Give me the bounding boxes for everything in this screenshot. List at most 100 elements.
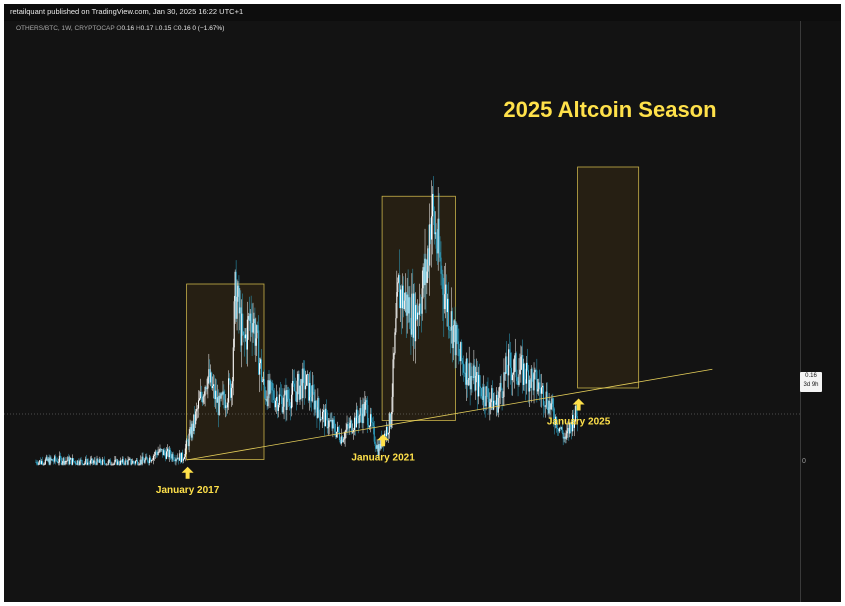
candle[interactable] xyxy=(90,455,92,464)
candle[interactable] xyxy=(454,306,456,369)
candle[interactable] xyxy=(187,438,189,450)
candle[interactable] xyxy=(238,275,240,334)
candle[interactable] xyxy=(246,301,248,367)
candle[interactable] xyxy=(330,412,332,423)
candle[interactable] xyxy=(38,461,40,466)
candle[interactable] xyxy=(524,362,526,392)
candle[interactable] xyxy=(173,456,175,462)
candle[interactable] xyxy=(57,458,60,466)
candle[interactable] xyxy=(198,390,201,401)
candle[interactable] xyxy=(472,363,474,381)
candle[interactable] xyxy=(417,305,419,340)
candle[interactable] xyxy=(41,456,44,466)
candle[interactable] xyxy=(525,355,528,395)
candle[interactable] xyxy=(442,269,444,321)
candle[interactable] xyxy=(255,317,257,362)
candle[interactable] xyxy=(374,436,376,453)
candle[interactable] xyxy=(487,377,489,403)
highlight-range-box[interactable] xyxy=(381,195,456,421)
candle[interactable] xyxy=(157,446,159,456)
candle[interactable] xyxy=(236,279,238,331)
candle[interactable] xyxy=(175,457,177,466)
candle[interactable] xyxy=(251,303,253,357)
candle[interactable] xyxy=(478,366,480,405)
candle[interactable] xyxy=(184,444,186,462)
candle[interactable] xyxy=(421,270,423,321)
candle[interactable] xyxy=(332,417,334,438)
candle[interactable] xyxy=(506,341,508,374)
symbol-name[interactable]: OTHERS/BTC, 1W, CRYPTOCAP xyxy=(16,25,115,32)
candle[interactable] xyxy=(348,417,350,432)
candle[interactable] xyxy=(132,458,134,464)
candle[interactable] xyxy=(518,358,520,387)
candle[interactable] xyxy=(425,253,427,314)
candle[interactable] xyxy=(213,374,215,399)
candle[interactable] xyxy=(419,294,421,317)
candle[interactable] xyxy=(123,462,125,466)
candle[interactable] xyxy=(463,364,466,377)
chart-canvas[interactable]: January 2017 January 2021 January 2025 202… xyxy=(4,4,841,602)
candle[interactable] xyxy=(172,451,174,462)
candle[interactable] xyxy=(181,452,183,463)
candle[interactable] xyxy=(379,440,381,451)
candle[interactable] xyxy=(356,405,358,425)
candle[interactable] xyxy=(202,394,204,405)
candle[interactable] xyxy=(129,457,131,461)
candle[interactable] xyxy=(240,290,242,352)
candle[interactable] xyxy=(402,276,404,318)
candle[interactable] xyxy=(516,369,518,385)
candle[interactable] xyxy=(449,326,451,354)
candle[interactable] xyxy=(343,431,345,445)
candle[interactable] xyxy=(201,391,203,407)
candle[interactable] xyxy=(362,397,364,434)
candle[interactable] xyxy=(531,367,533,382)
candle[interactable] xyxy=(387,432,389,443)
candle[interactable] xyxy=(489,392,491,421)
candle[interactable] xyxy=(459,349,461,362)
candle[interactable] xyxy=(305,370,307,399)
candle[interactable] xyxy=(170,451,172,462)
candle[interactable] xyxy=(120,460,123,466)
candle[interactable] xyxy=(367,396,369,434)
candle[interactable] xyxy=(359,397,361,423)
candle[interactable] xyxy=(542,383,544,418)
candle[interactable] xyxy=(248,296,250,331)
candle[interactable] xyxy=(308,372,310,411)
candle[interactable] xyxy=(450,287,452,344)
candle[interactable] xyxy=(400,285,402,322)
candle[interactable] xyxy=(137,461,139,466)
candle[interactable] xyxy=(250,295,252,337)
candle[interactable] xyxy=(532,373,534,396)
candle[interactable] xyxy=(550,402,552,418)
candle[interactable] xyxy=(357,410,359,434)
candle[interactable] xyxy=(149,454,151,466)
candle[interactable] xyxy=(322,404,325,423)
candle[interactable] xyxy=(237,281,239,302)
candle[interactable] xyxy=(439,236,441,262)
candle[interactable] xyxy=(538,378,540,396)
candle[interactable] xyxy=(185,438,187,455)
candle[interactable] xyxy=(396,270,398,319)
candle[interactable] xyxy=(111,462,113,466)
candle[interactable] xyxy=(568,421,570,441)
candle[interactable] xyxy=(435,223,437,262)
candle[interactable] xyxy=(88,460,91,466)
candle[interactable] xyxy=(128,457,130,461)
candle[interactable] xyxy=(212,376,214,391)
candle[interactable] xyxy=(186,435,188,442)
candle[interactable] xyxy=(215,379,217,413)
candle[interactable] xyxy=(270,378,272,393)
candle[interactable] xyxy=(503,358,505,407)
candle[interactable] xyxy=(44,458,46,466)
candle[interactable] xyxy=(511,372,513,396)
candle[interactable] xyxy=(570,421,572,434)
candle[interactable] xyxy=(366,398,368,414)
candle[interactable] xyxy=(244,327,246,357)
candle[interactable] xyxy=(290,402,292,421)
candle[interactable] xyxy=(291,383,293,417)
candle[interactable] xyxy=(474,358,476,392)
candle[interactable] xyxy=(257,321,259,333)
candle[interactable] xyxy=(505,352,507,381)
candle[interactable] xyxy=(424,228,426,310)
candle[interactable] xyxy=(197,405,199,419)
